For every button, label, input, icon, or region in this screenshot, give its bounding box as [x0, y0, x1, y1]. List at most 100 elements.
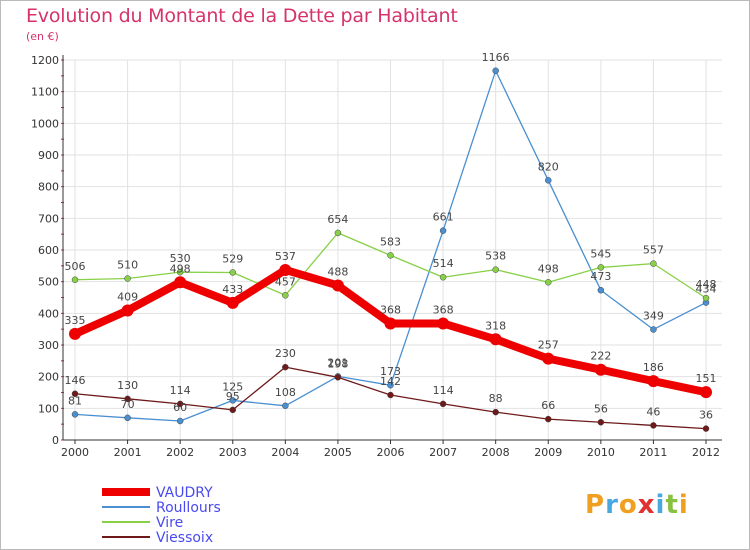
data-label: 66: [541, 399, 555, 412]
x-tick-label: 2006: [377, 446, 405, 459]
y-tick-label: 500: [38, 276, 59, 289]
x-tick-label: 2002: [166, 446, 194, 459]
x-tick-label: 2010: [587, 446, 615, 459]
point-vire: [334, 229, 342, 237]
x-tick-label: 2003: [219, 446, 247, 459]
data-label: 95: [226, 390, 240, 403]
point-vaudry: [542, 352, 555, 365]
data-label: 201: [327, 356, 348, 369]
point-vire: [545, 279, 552, 286]
point-roullours: [545, 177, 552, 184]
data-label: 186: [643, 361, 664, 374]
y-tick-label: 1100: [31, 86, 59, 99]
point-vire: [124, 275, 131, 282]
data-label: 349: [643, 309, 664, 322]
data-label: 1166: [482, 51, 510, 64]
point-vire: [439, 273, 447, 281]
data-label: 530: [170, 252, 191, 265]
legend-label-viessoix: Viessoix: [156, 530, 213, 546]
data-label: 222: [590, 350, 611, 363]
point-viessoix: [387, 391, 394, 399]
y-tick-label: 100: [38, 402, 59, 415]
data-label: 108: [275, 386, 296, 399]
legend-label-roullours: Roullours: [156, 500, 221, 516]
data-label: 510: [117, 259, 138, 272]
x-tick-label: 2011: [639, 446, 667, 459]
point-vire: [229, 269, 236, 276]
data-label: 46: [646, 405, 660, 418]
legend-label-vaudry: VAUDRY: [156, 485, 213, 501]
point-vaudry: [437, 317, 450, 330]
point-roullours: [387, 381, 394, 389]
data-label: 557: [643, 244, 664, 257]
data-label: 514: [433, 257, 454, 270]
x-tick-label: 2009: [534, 446, 562, 459]
point-viessoix: [650, 422, 657, 429]
point-vaudry: [384, 317, 397, 330]
data-label: 114: [433, 384, 454, 397]
data-label: 661: [433, 211, 454, 224]
y-tick-label: 200: [38, 371, 59, 384]
x-tick-label: 2001: [114, 446, 142, 459]
y-tick-label: 1200: [31, 54, 59, 67]
point-vaudry: [69, 327, 81, 340]
data-label: 506: [65, 260, 86, 273]
point-vaudry: [121, 304, 134, 317]
data-label: 537: [275, 250, 296, 263]
data-label: 130: [117, 379, 138, 392]
point-vire: [702, 294, 710, 302]
point-viessoix: [492, 408, 499, 416]
data-label: 433: [222, 283, 243, 296]
y-tick-label: 1000: [31, 117, 59, 130]
chart-unit: (en €): [26, 30, 59, 43]
y-tick-label: 0: [52, 434, 59, 447]
data-label: 498: [170, 262, 191, 275]
data-label: 173: [380, 365, 401, 378]
point-vire: [282, 292, 289, 299]
point-roullours: [439, 227, 447, 234]
y-tick-label: 700: [38, 212, 59, 225]
y-tick-label: 300: [38, 339, 59, 352]
data-label: 257: [538, 339, 559, 352]
point-vaudry: [594, 363, 607, 376]
data-label: 230: [275, 347, 296, 360]
legend-label-vire: Vire: [156, 515, 183, 531]
data-label: 70: [121, 398, 135, 411]
point-viessoix: [71, 390, 79, 398]
point-viessoix: [597, 419, 605, 426]
data-label: 583: [380, 235, 401, 248]
point-roullours: [229, 397, 236, 404]
point-viessoix: [439, 400, 447, 408]
point-roullours: [650, 326, 657, 333]
point-vaudry: [226, 296, 239, 309]
data-label: 198: [327, 357, 348, 370]
x-tick-label: 2007: [429, 446, 457, 459]
point-vaudry: [700, 386, 712, 399]
data-label: 151: [696, 372, 717, 385]
point-vaudry: [331, 279, 344, 292]
x-tick-label: 2008: [482, 446, 510, 459]
data-label: 457: [275, 275, 296, 288]
point-viessoix: [702, 425, 710, 432]
data-label: 473: [590, 270, 611, 283]
proxiti-logo: Proxiti: [585, 490, 689, 520]
point-roullours: [492, 67, 499, 75]
data-label: 488: [327, 265, 348, 278]
y-tick-label: 600: [38, 244, 59, 257]
y-tick-label: 800: [38, 181, 59, 194]
point-roullours: [597, 286, 605, 294]
data-label: 88: [489, 392, 503, 405]
data-label: 820: [538, 160, 559, 173]
x-tick-label: 2000: [61, 446, 89, 459]
data-label: 538: [485, 250, 506, 263]
point-vire: [597, 264, 605, 271]
point-roullours: [124, 414, 131, 422]
data-label: 368: [433, 303, 454, 316]
data-label: 114: [170, 384, 191, 397]
point-vaudry: [489, 333, 502, 346]
point-vaudry: [279, 263, 292, 276]
y-tick-label: 900: [38, 149, 59, 162]
x-tick-label: 2004: [271, 446, 299, 459]
data-label: 434: [696, 283, 717, 296]
